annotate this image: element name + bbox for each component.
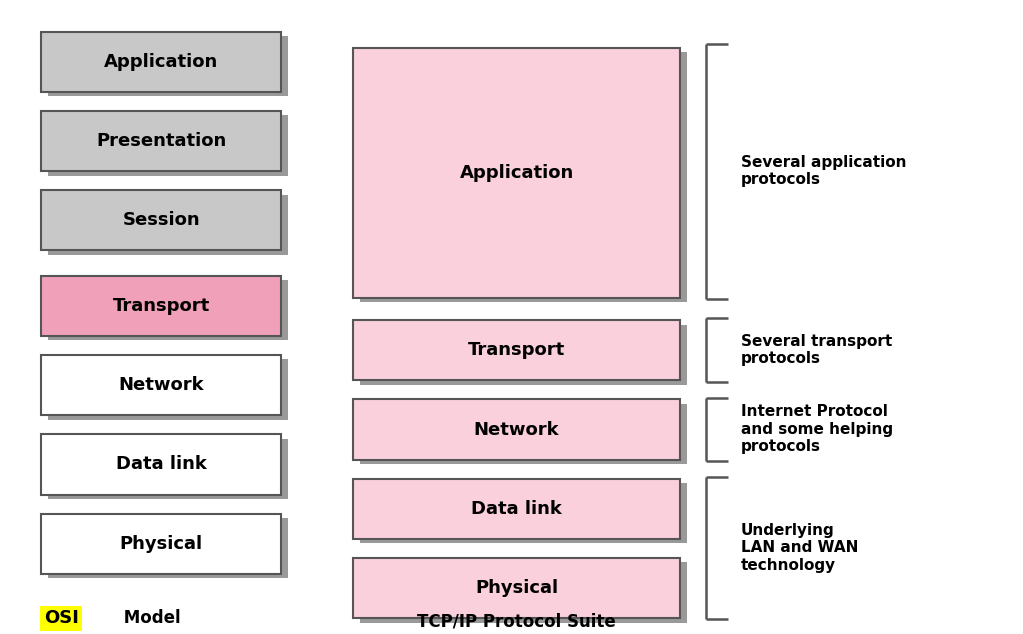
Bar <box>48 195 288 255</box>
Text: Presentation: Presentation <box>96 132 226 150</box>
Text: Physical: Physical <box>120 534 203 553</box>
Bar <box>41 276 281 336</box>
Text: Application: Application <box>104 53 218 71</box>
Bar <box>41 355 281 415</box>
Bar <box>48 115 288 176</box>
Bar <box>360 404 687 464</box>
Bar <box>353 320 680 380</box>
Text: Transport: Transport <box>113 297 210 315</box>
Text: Physical: Physical <box>475 579 559 597</box>
Text: Underlying
LAN and WAN
technology: Underlying LAN and WAN technology <box>741 523 858 573</box>
Text: Several transport
protocols: Several transport protocols <box>741 333 892 366</box>
Text: Session: Session <box>123 211 199 230</box>
Bar <box>48 280 288 340</box>
Text: Several application
protocols: Several application protocols <box>741 155 906 188</box>
Bar <box>41 32 281 92</box>
Bar <box>353 558 680 618</box>
Bar <box>353 399 680 460</box>
Text: Internet Protocol
and some helping
protocols: Internet Protocol and some helping proto… <box>741 404 893 454</box>
Text: Data link: Data link <box>472 500 562 518</box>
Bar <box>353 48 680 298</box>
Bar <box>48 36 288 96</box>
Bar <box>41 434 281 495</box>
Bar <box>360 483 687 543</box>
Text: TCP/IP Protocol Suite: TCP/IP Protocol Suite <box>417 613 616 631</box>
Bar <box>360 325 687 385</box>
Text: OSI: OSI <box>44 609 79 627</box>
Text: Model: Model <box>118 609 180 627</box>
Text: Network: Network <box>119 376 204 394</box>
Bar <box>41 111 281 171</box>
Bar <box>48 439 288 499</box>
Bar <box>353 479 680 539</box>
Text: Transport: Transport <box>468 341 566 359</box>
Bar <box>48 359 288 420</box>
Bar <box>48 518 288 578</box>
Text: Data link: Data link <box>116 455 207 474</box>
Bar <box>41 514 281 574</box>
Text: Application: Application <box>459 164 574 182</box>
Text: Network: Network <box>474 420 560 439</box>
Bar <box>360 562 687 623</box>
Bar <box>360 52 687 302</box>
Bar <box>41 190 281 250</box>
